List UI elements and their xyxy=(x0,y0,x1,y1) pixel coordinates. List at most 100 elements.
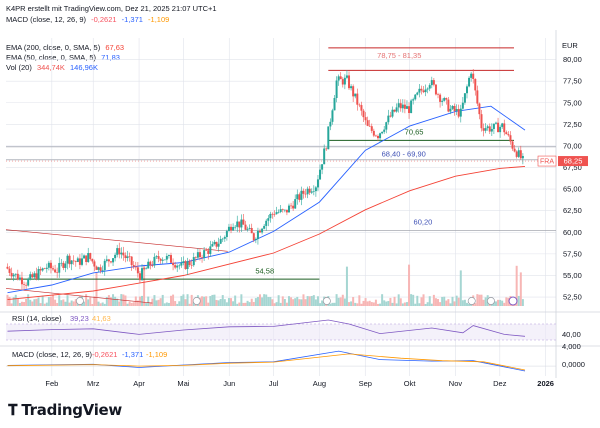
volume-bar xyxy=(27,294,30,306)
y-tick-label: 52,50 xyxy=(563,293,582,302)
candle-body xyxy=(468,77,471,87)
volume-bar xyxy=(89,297,92,306)
volume-legend[interactable]: Vol (20) 344,74K 146,96K xyxy=(6,63,101,73)
y-tick-label: 60,00 xyxy=(563,228,582,237)
volume-bar xyxy=(445,300,448,306)
ema200-value: 67,63 xyxy=(105,43,125,52)
candle-body xyxy=(141,268,144,281)
candle-body xyxy=(64,263,67,268)
grid xyxy=(0,30,600,378)
candle-body xyxy=(364,117,367,121)
level-label: 78,75 - 81,35 xyxy=(377,51,421,60)
candle-body xyxy=(319,169,322,180)
ema200-legend[interactable]: EMA (200, close, 0, SMA, 5) 67,63 xyxy=(6,43,127,53)
candle-body xyxy=(80,258,83,265)
candle-body xyxy=(107,259,110,262)
x-tick-label: Jul xyxy=(269,379,279,388)
candle-body xyxy=(372,130,375,136)
levels: 78,75 - 81,35 70,65 68,40 - 69,90 60,20 54,5… xyxy=(5,47,556,304)
candle-body xyxy=(211,244,214,247)
candle-body xyxy=(517,150,520,157)
candle-body xyxy=(325,148,328,150)
volume-bar xyxy=(138,296,141,306)
candle-body xyxy=(186,261,189,270)
candle-body xyxy=(385,122,388,130)
candle-body xyxy=(219,239,222,244)
y-tick-label: 77,50 xyxy=(563,77,582,86)
tradingview-logo[interactable]: 𝐓 TradingView xyxy=(8,401,122,419)
y-tick-label: 80,00 xyxy=(563,55,582,64)
candle-body xyxy=(412,99,415,101)
volume-bar xyxy=(66,295,69,306)
candle-body xyxy=(478,103,481,115)
earnings-marker xyxy=(192,297,201,305)
candle-body xyxy=(488,126,491,132)
volume-bar xyxy=(441,296,444,306)
candle-body xyxy=(132,265,135,267)
candle-body xyxy=(170,255,172,263)
volume-bar xyxy=(155,300,158,306)
volume-bar xyxy=(209,296,212,306)
candle-body xyxy=(519,150,522,159)
volume-bar xyxy=(482,299,485,306)
candle-body xyxy=(420,88,423,91)
candle-body xyxy=(316,179,319,188)
candle-body xyxy=(428,85,431,89)
volume-bar xyxy=(170,295,172,306)
volume-bar xyxy=(130,302,133,306)
candle-body xyxy=(476,90,479,104)
candle-body xyxy=(122,252,125,256)
candle-body xyxy=(327,126,330,150)
volume-bar xyxy=(263,294,266,306)
axes: 52,50 55,00 57,50 60,00 62,50 65,00 67,50 70,00… xyxy=(45,55,581,388)
x-tick-label: Mrz xyxy=(87,379,100,388)
volume-bar xyxy=(74,299,77,306)
volume-bar xyxy=(186,294,189,306)
candle-body xyxy=(43,268,46,269)
candle-body xyxy=(225,231,228,238)
volume-bar xyxy=(432,294,435,306)
volume-bar xyxy=(337,297,340,306)
price-tag-text: 68,25 xyxy=(564,157,583,166)
volume-bar xyxy=(341,294,344,306)
candle-body xyxy=(172,262,175,266)
volume-bar xyxy=(304,299,307,306)
ema50-legend[interactable]: EMA (50, close, 0, SMA, 5) 71,83 xyxy=(6,53,123,63)
candle-body xyxy=(116,248,119,255)
candle-body xyxy=(16,273,19,280)
candle-body xyxy=(95,266,98,270)
volume-bar xyxy=(64,301,67,306)
candle-body xyxy=(482,128,485,131)
volume-bar xyxy=(279,302,282,306)
candle-body xyxy=(401,104,404,109)
x-tick-label: Feb xyxy=(45,379,58,388)
candle-body xyxy=(242,219,245,225)
candle-body xyxy=(263,225,266,229)
volume-bar xyxy=(430,303,433,306)
volume-bar xyxy=(314,299,317,306)
volume-bar xyxy=(37,297,40,306)
volume-bar xyxy=(501,300,504,306)
candle-body xyxy=(343,77,346,85)
volume-bar xyxy=(70,300,73,306)
candle-body xyxy=(161,259,164,261)
candle-body xyxy=(352,86,355,97)
candle-body xyxy=(356,93,359,105)
macd-top-v3: -1,109 xyxy=(148,15,170,24)
candle-body xyxy=(441,100,444,102)
volume-bar xyxy=(499,299,502,306)
candle-body xyxy=(217,243,220,247)
volume-bar xyxy=(362,300,365,306)
volume-bar xyxy=(112,294,115,306)
volume-bar xyxy=(242,302,245,306)
volume-bar xyxy=(43,303,46,306)
volume-bar xyxy=(418,303,421,306)
volume-bar xyxy=(443,296,446,306)
candle-body xyxy=(354,93,357,97)
volume-bar xyxy=(387,301,390,306)
candle-body xyxy=(308,188,311,193)
candle-body xyxy=(178,265,181,267)
candle-body xyxy=(393,109,396,112)
volume-bar xyxy=(12,297,15,306)
